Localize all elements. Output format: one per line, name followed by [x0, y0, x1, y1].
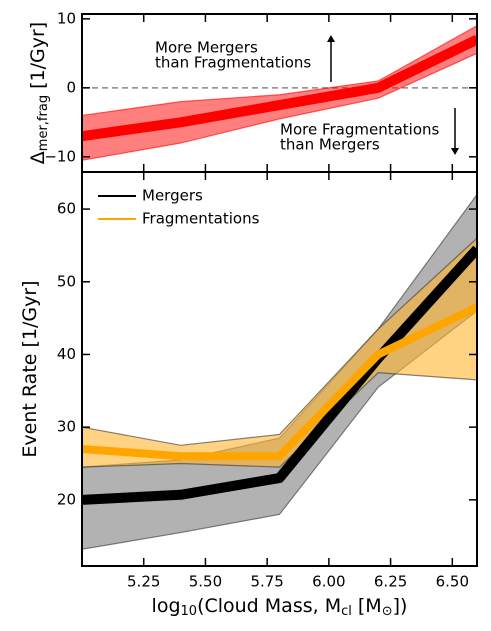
arrow-head	[327, 35, 335, 42]
x-axis-label: log10(Cloud Mass, Mcl [M⊙])	[152, 595, 408, 619]
annotation: More Mergers	[155, 39, 258, 57]
y-tick-label: −10	[44, 147, 76, 165]
y-tick-label: 50	[57, 272, 76, 290]
series-line	[82, 35, 477, 142]
label-part: mer,frag	[36, 95, 51, 151]
annotation: than Fragmentations	[155, 54, 311, 72]
label-part: cl	[341, 604, 352, 619]
label-part: [1/Gyr]	[27, 22, 49, 95]
frame	[81, 171, 478, 567]
arrow-head	[451, 148, 459, 155]
series-line	[82, 245, 477, 505]
y-tick-label: 20	[57, 490, 76, 508]
x-tick-label: 5.25	[127, 573, 160, 591]
label-part: [M	[352, 595, 382, 617]
label-part: log	[152, 595, 181, 617]
band	[82, 237, 477, 468]
label-part: ⊙	[382, 604, 393, 619]
y-tick-label: 30	[57, 418, 76, 436]
x-tick-label: 6.25	[374, 573, 407, 591]
label-part: ])	[393, 595, 408, 617]
series-line	[82, 303, 477, 461]
x-tick-label: 5.75	[250, 573, 283, 591]
label-part: Event Rate [1/Gyr]	[19, 280, 41, 457]
legend-label: Fragmentations	[142, 210, 260, 228]
label-part: 10	[181, 604, 198, 619]
plot-area	[82, 25, 477, 161]
y-tick-label: 10	[57, 9, 76, 27]
y-tick-label: 0	[66, 78, 76, 96]
y-tick-label: 60	[57, 200, 76, 218]
annotations	[327, 35, 459, 155]
x-tick-label: 5.50	[189, 573, 222, 591]
label-part: Δ	[27, 151, 49, 164]
y-tick-label: 40	[57, 345, 76, 363]
x-tick-label: 6.00	[312, 573, 345, 591]
y-axis-label: Event Rate [1/Gyr]	[19, 280, 41, 457]
annotation: than Mergers	[280, 136, 380, 154]
x-tick-label: 6.50	[436, 573, 469, 591]
annotation: More Fragmentations	[280, 121, 440, 139]
plot-area	[82, 193, 477, 550]
y-axis-label: Δmer,frag [1/Gyr]	[27, 22, 51, 164]
label-part: (Cloud Mass, M	[197, 595, 341, 617]
legend-label: Mergers	[142, 187, 203, 205]
